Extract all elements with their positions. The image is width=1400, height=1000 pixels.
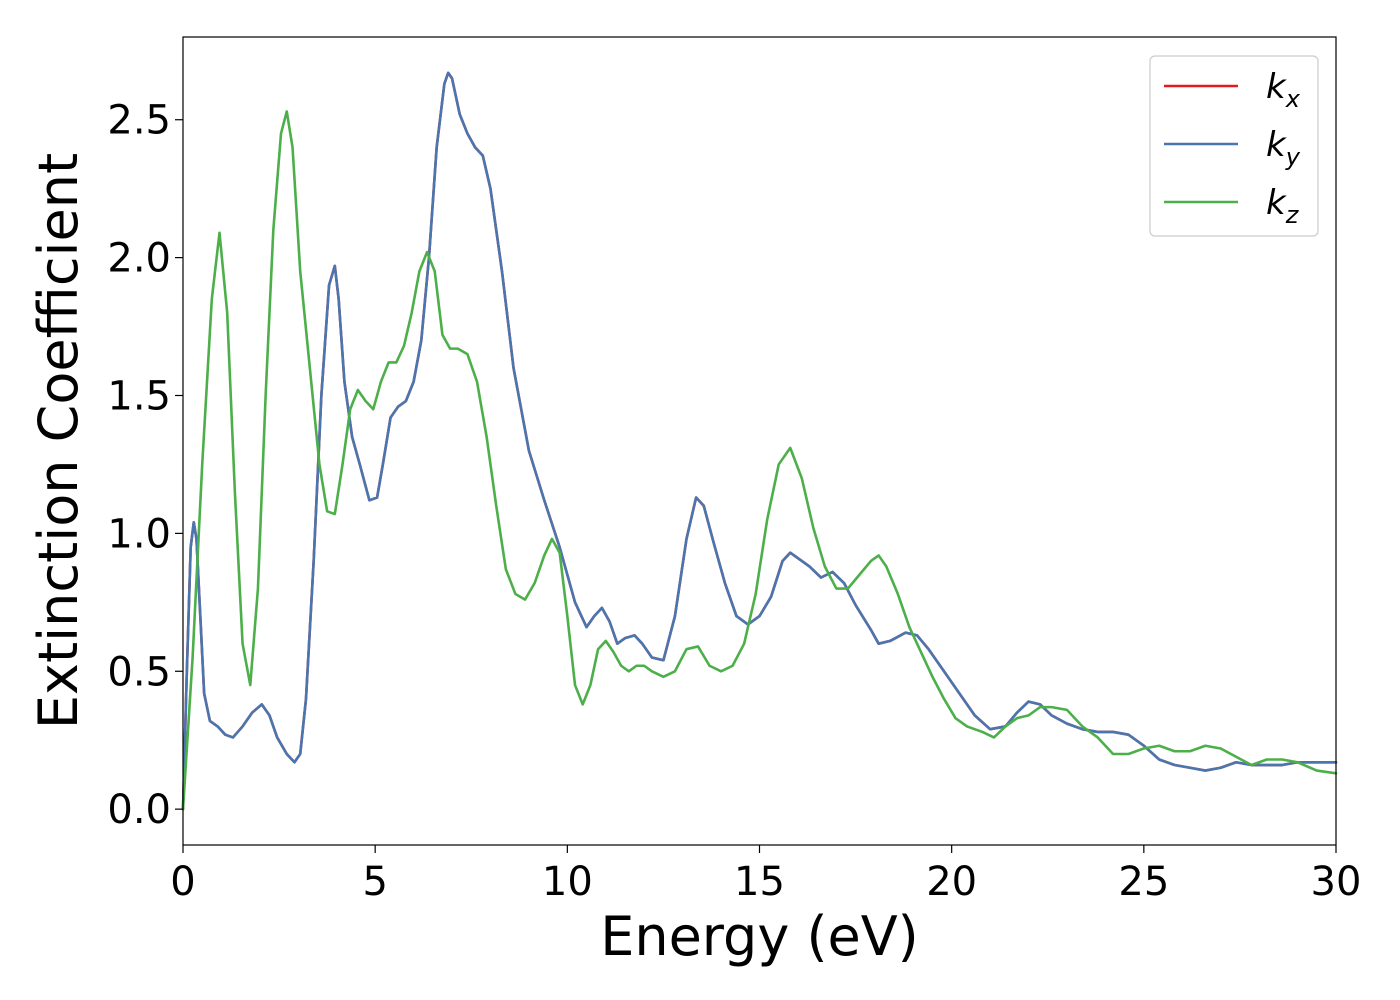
legend-label-y: ky bbox=[1266, 125, 1301, 171]
series-line-z bbox=[181, 110, 1338, 811]
legend-label-x: kx bbox=[1266, 67, 1301, 113]
x-tick-label: 0 bbox=[170, 859, 195, 905]
x-tick-label: 20 bbox=[926, 859, 977, 905]
x-tick-label: 30 bbox=[1311, 859, 1362, 905]
x-tick-label: 15 bbox=[734, 859, 785, 905]
x-axis-ticks: 0 5 10 15 20 25 30 bbox=[170, 845, 1361, 905]
x-tick-label: 10 bbox=[542, 859, 593, 905]
x-axis-title: Energy (eV) bbox=[600, 905, 919, 968]
y-tick-label: 2.5 bbox=[107, 98, 171, 144]
y-tick-label: 0.0 bbox=[107, 787, 171, 833]
legend-label-z: kz bbox=[1266, 183, 1300, 229]
y-tick-label: 2.0 bbox=[107, 236, 171, 282]
series-layer bbox=[181, 71, 1338, 811]
legend: kx ky kz bbox=[1149, 55, 1319, 237]
x-tick-label: 5 bbox=[362, 859, 387, 905]
x-tick-label: 25 bbox=[1118, 859, 1169, 905]
y-tick-label: 1.0 bbox=[107, 511, 171, 557]
legend-box bbox=[1149, 55, 1319, 237]
y-tick-label: 0.5 bbox=[107, 649, 171, 695]
y-tick-label: 1.5 bbox=[107, 373, 171, 419]
y-axis-ticks: 0.0 0.5 1.0 1.5 2.0 2.5 bbox=[107, 98, 183, 833]
y-axis-title: Extinction Coefficient bbox=[27, 153, 90, 729]
